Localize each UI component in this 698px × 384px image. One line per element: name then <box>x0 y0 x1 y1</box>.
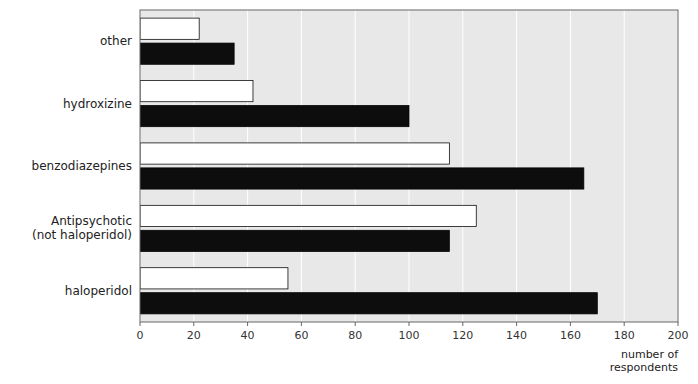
bar <box>140 168 584 189</box>
chart-svg: 0 20 40 60 80 100 120 140 160 180 200 haloperidol An… <box>0 0 698 384</box>
grid <box>140 10 678 322</box>
grid-line <box>516 10 517 322</box>
grid-line <box>355 10 356 322</box>
grid-line <box>462 10 463 322</box>
tick-label: 40 <box>241 329 255 342</box>
tick-label: 160 <box>560 329 581 342</box>
category-label: Antipsychotic(not haloperidol) <box>32 214 132 242</box>
bar <box>140 143 449 164</box>
tick-mark <box>678 322 679 326</box>
plot-frame <box>140 10 678 322</box>
grid-line <box>301 10 302 322</box>
bar <box>140 18 199 39</box>
bar <box>140 105 409 126</box>
y-axis: haloperidol Antipsychotic(not haloperidol… <box>32 34 133 298</box>
tick-label: 60 <box>294 329 308 342</box>
grid-line <box>624 10 625 322</box>
bar <box>140 268 288 289</box>
tick-mark <box>516 322 517 326</box>
bar <box>140 43 234 64</box>
category-label: other <box>100 34 132 48</box>
tick-mark <box>462 322 463 326</box>
tick-label: 100 <box>399 329 420 342</box>
tick-label: 0 <box>137 329 144 342</box>
bar <box>140 293 597 314</box>
grid-line <box>409 10 410 322</box>
tick-mark <box>355 322 356 326</box>
tick-label: 20 <box>187 329 201 342</box>
tick-mark <box>624 322 625 326</box>
tick-label: 200 <box>668 329 689 342</box>
tick-label: 180 <box>614 329 635 342</box>
chart-container: 0 20 40 60 80 100 120 140 160 180 200 haloperidol An… <box>0 0 698 384</box>
tick-mark <box>247 322 248 326</box>
category-label: hydroxizine <box>63 97 132 111</box>
tick-mark <box>301 322 302 326</box>
category-label: haloperidol <box>65 284 132 298</box>
grid-line <box>570 10 571 322</box>
tick-mark <box>570 322 571 326</box>
tick-label: 140 <box>506 329 527 342</box>
tick-label: 80 <box>348 329 362 342</box>
bar <box>140 205 476 226</box>
category-label: benzodiazepines <box>32 159 132 173</box>
tick-mark <box>140 322 141 326</box>
tick-mark <box>193 322 194 326</box>
x-axis: 0 20 40 60 80 100 120 140 160 180 200 <box>137 322 689 342</box>
tick-mark <box>409 322 410 326</box>
bar <box>140 81 253 102</box>
bar <box>140 230 449 251</box>
plot-background <box>140 10 678 322</box>
bars <box>140 18 597 314</box>
x-axis-label: number ofrespondents <box>610 348 679 374</box>
tick-label: 120 <box>452 329 473 342</box>
